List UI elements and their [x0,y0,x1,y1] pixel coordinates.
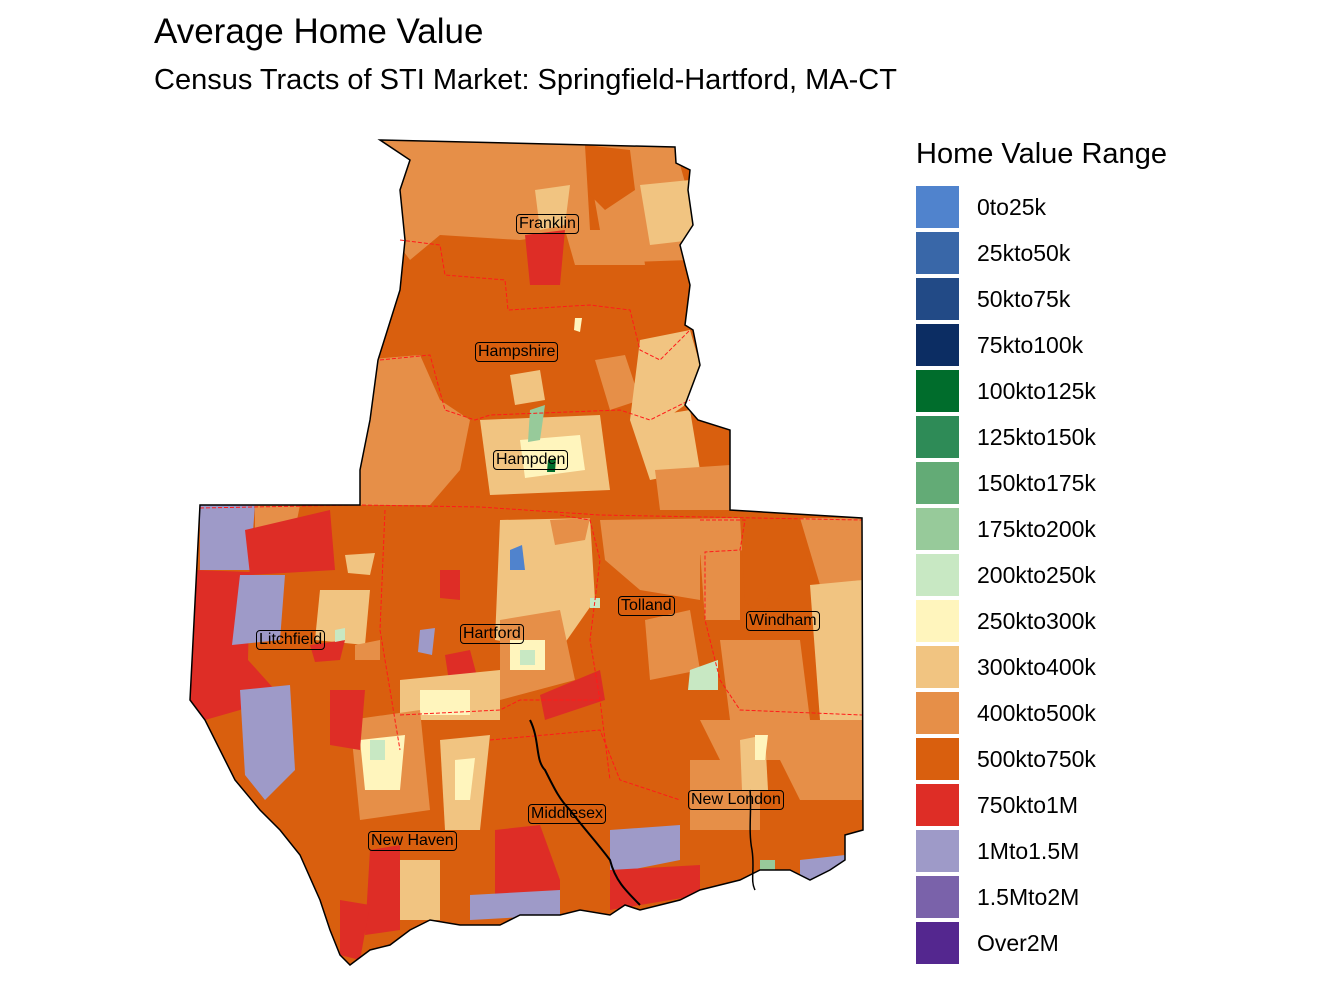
county-label-litchfield: Litchfield [256,630,326,650]
legend-swatch [916,186,959,228]
legend-swatch [916,370,959,412]
legend-item: 150kto175k [916,460,1167,506]
legend-swatch [916,830,959,872]
legend: Home Value Range 0to25k 25kto50k 50kto75k 7… [916,136,1167,966]
legend-title: Home Value Range [916,138,1167,170]
legend-item: 200kto250k [916,552,1167,598]
county-label-tolland: Tolland [618,596,675,616]
legend-item: 500kto750k [916,736,1167,782]
legend-swatch [916,784,959,826]
legend-label: 100kto125k [977,377,1096,404]
legend-label: 250kto300k [977,607,1096,634]
legend-item: 50kto75k [916,276,1167,322]
legend-swatch [916,876,959,918]
legend-label: 400kto500k [977,699,1096,726]
county-label-franklin: Franklin [516,214,579,234]
legend-label: 0to25k [977,193,1047,220]
legend-items: 0to25k 25kto50k 50kto75k 75kto100k 100kto125… [916,184,1167,966]
legend-label: 500kto750k [977,745,1096,772]
legend-swatch [916,554,959,596]
legend-label: 1Mto1.5M [977,837,1080,864]
chart-title: Average Home Value [154,12,484,51]
legend-item: 300kto400k [916,644,1167,690]
legend-label: 75kto100k [977,331,1084,358]
legend-label: 300kto400k [977,653,1096,680]
legend-label: 200kto250k [977,561,1096,588]
legend-item: 1.5Mto2M [916,874,1167,920]
legend-label: 125kto150k [977,423,1096,450]
county-label-hampden: Hampden [493,450,569,470]
legend-swatch [916,738,959,780]
chart-subtitle: Census Tracts of STI Market: Springfield… [154,64,897,96]
legend-swatch [916,922,959,964]
legend-label: Over2M [977,929,1059,956]
legend-label: 50kto75k [977,285,1071,312]
legend-label: 1.5Mto2M [977,883,1080,910]
legend-item: 125kto150k [916,414,1167,460]
county-label-middlesex: Middlesex [528,804,607,824]
legend-item: 0to25k [916,184,1167,230]
legend-item: 750kto1M [916,782,1167,828]
county-label-hartford: Hartford [460,624,524,644]
county-label-new-london: New London [688,790,784,810]
legend-swatch [916,278,959,320]
county-label-hampshire: Hampshire [475,342,559,362]
legend-swatch [916,508,959,550]
legend-swatch [916,232,959,274]
legend-item: 25kto50k [916,230,1167,276]
legend-item: 1Mto1.5M [916,828,1167,874]
legend-item: 400kto500k [916,690,1167,736]
county-label-new-haven: New Haven [368,831,457,851]
legend-item: 175kto200k [916,506,1167,552]
legend-swatch [916,416,959,458]
legend-item: 75kto100k [916,322,1167,368]
legend-label: 25kto50k [977,239,1071,266]
legend-item: 100kto125k [916,368,1167,414]
legend-swatch [916,462,959,504]
legend-swatch [916,600,959,642]
legend-swatch [916,692,959,734]
legend-label: 150kto175k [977,469,1096,496]
legend-swatch [916,646,959,688]
legend-label: 750kto1M [977,791,1079,818]
legend-label: 175kto200k [977,515,1096,542]
legend-item: 250kto300k [916,598,1167,644]
county-label-windham: Windham [746,611,820,631]
legend-swatch [916,324,959,366]
legend-item: Over2M [916,920,1167,966]
